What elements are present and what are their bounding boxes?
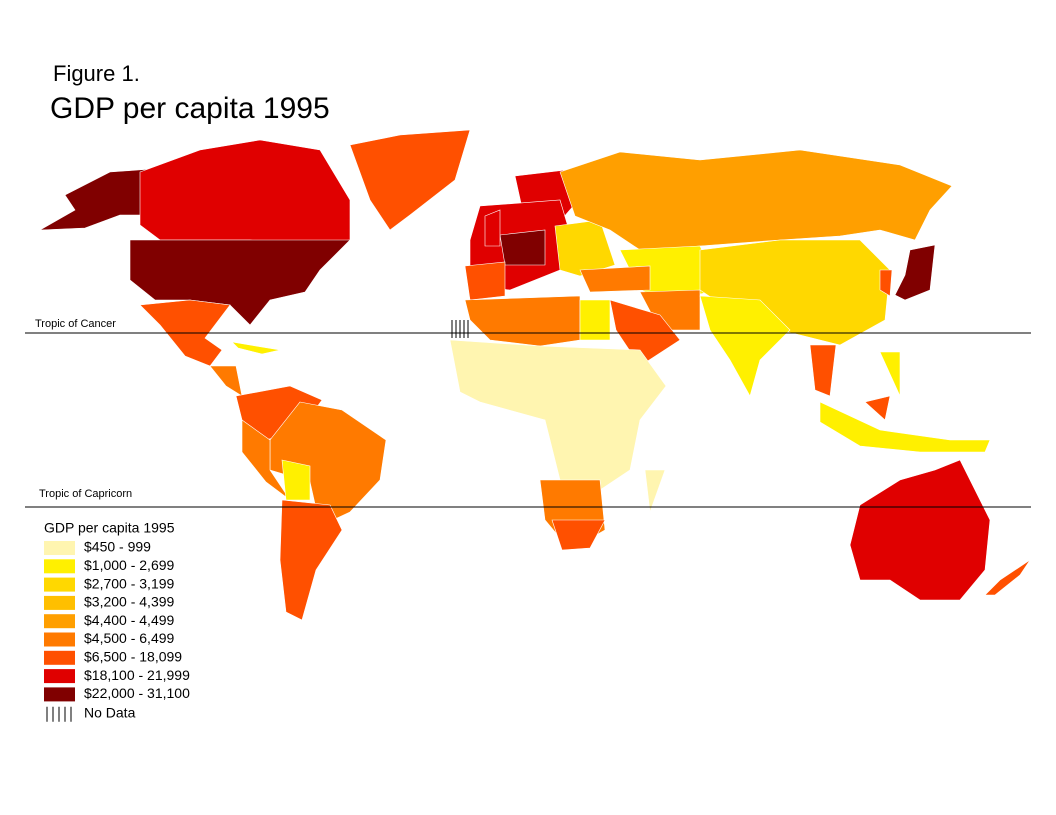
region [579, 265, 651, 293]
legend-swatch [44, 595, 75, 610]
legend-swatch [44, 669, 75, 684]
legend-label: $450 - 999 [84, 539, 151, 555]
region [39, 167, 166, 231]
legend-label: $2,700 - 3,199 [84, 575, 175, 591]
region [464, 295, 581, 347]
region [849, 459, 991, 601]
region [129, 239, 351, 326]
legend-label: No Data [84, 704, 136, 720]
legend-label: $18,100 - 21,999 [84, 667, 190, 683]
region [139, 139, 351, 246]
legend: GDP per capita 1995 $450 - 999 $1,000 - 2… [44, 520, 190, 722]
region [449, 339, 667, 491]
region [551, 519, 606, 551]
legend-swatch [44, 614, 75, 629]
region [879, 351, 901, 397]
legend-label: $4,400 - 4,499 [84, 612, 175, 628]
region [894, 244, 936, 301]
legend-swatch [44, 541, 75, 555]
region [699, 295, 791, 397]
legend-label: $6,500 - 18,099 [84, 649, 182, 665]
legend-swatch [44, 650, 75, 665]
legend-swatch [44, 632, 75, 647]
region [809, 344, 837, 397]
region [499, 229, 546, 266]
region [464, 261, 506, 301]
legend-title: GDP per capita 1995 [44, 520, 175, 536]
region [819, 401, 991, 453]
region [209, 365, 243, 397]
region [231, 341, 281, 355]
region [484, 209, 501, 247]
region [349, 129, 471, 231]
legend-label: $22,000 - 31,100 [84, 685, 190, 701]
title: GDP per capita 1995 [50, 92, 330, 125]
region [984, 559, 1031, 596]
tropic-label: Tropic of Capricorn [39, 488, 132, 500]
legend-label: $3,200 - 4,399 [84, 594, 175, 610]
legend-swatch [44, 687, 75, 702]
region [279, 499, 343, 621]
tropic-label: Tropic of Cancer [35, 318, 116, 330]
legend-swatch [44, 577, 75, 592]
map [39, 129, 1031, 621]
legend-label: $4,500 - 6,499 [84, 630, 175, 646]
region [559, 149, 953, 251]
legend-swatch [44, 559, 75, 574]
region [579, 299, 611, 341]
region [864, 395, 891, 421]
region [879, 269, 893, 297]
region [281, 459, 311, 501]
figure-label: Figure 1. [53, 61, 140, 86]
legend-label: $1,000 - 2,699 [84, 557, 175, 573]
region [644, 469, 666, 513]
